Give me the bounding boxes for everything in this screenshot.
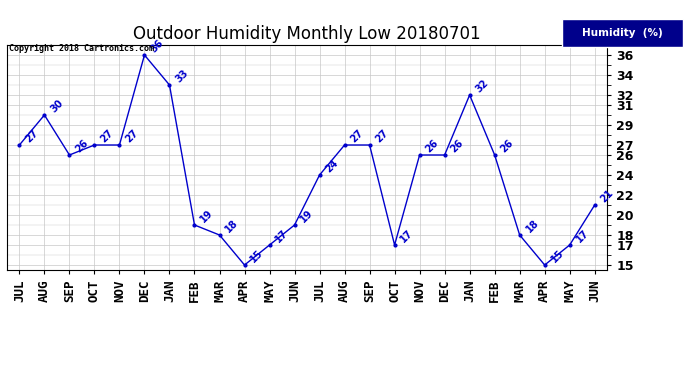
Text: 27: 27 — [99, 128, 115, 144]
Text: 36: 36 — [148, 38, 165, 54]
Text: 17: 17 — [574, 228, 591, 244]
Text: 33: 33 — [174, 68, 190, 84]
Text: 27: 27 — [124, 128, 140, 144]
Text: 21: 21 — [599, 188, 615, 204]
Title: Outdoor Humidity Monthly Low 20180701: Outdoor Humidity Monthly Low 20180701 — [133, 26, 481, 44]
Text: 30: 30 — [48, 98, 65, 114]
Text: Humidity  (%): Humidity (%) — [582, 28, 663, 38]
Text: 26: 26 — [74, 138, 90, 154]
Text: 26: 26 — [424, 138, 440, 154]
Text: 26: 26 — [499, 138, 515, 154]
Text: 18: 18 — [524, 217, 540, 234]
Text: 19: 19 — [199, 208, 215, 224]
Text: 27: 27 — [374, 128, 391, 144]
Text: 15: 15 — [248, 248, 265, 264]
Text: 18: 18 — [224, 217, 240, 234]
Text: 26: 26 — [448, 138, 465, 154]
Text: 27: 27 — [23, 128, 40, 144]
Text: 15: 15 — [549, 248, 565, 264]
Text: 17: 17 — [399, 228, 415, 244]
Text: 32: 32 — [474, 78, 491, 94]
Text: 27: 27 — [348, 128, 365, 144]
Text: Copyright 2018 Cartronics.com: Copyright 2018 Cartronics.com — [9, 44, 154, 52]
Text: 24: 24 — [324, 158, 340, 174]
Text: 17: 17 — [274, 228, 290, 244]
Text: 19: 19 — [299, 208, 315, 224]
